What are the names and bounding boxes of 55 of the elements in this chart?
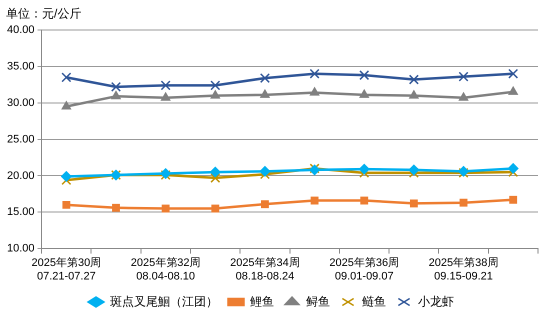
point (210, 166, 221, 178)
point (62, 101, 71, 110)
y-tick-label: 30.00 (6, 96, 35, 109)
y-tick-label: 25.00 (6, 133, 35, 146)
point (408, 74, 419, 85)
point (310, 87, 320, 96)
point (261, 200, 269, 208)
point (508, 68, 518, 79)
point (359, 70, 370, 80)
point (161, 92, 170, 101)
point (508, 163, 518, 174)
y-tick-label: 20.00 (6, 170, 35, 182)
y-tick-label: 15.00 (6, 206, 35, 218)
y-tick-label: 35.00 (6, 60, 35, 72)
point (260, 73, 270, 84)
point (409, 90, 419, 99)
point (310, 196, 319, 204)
y-axis-title: 单位：元/公斤 (6, 6, 82, 20)
legend-label: 鲤鱼 (250, 294, 274, 308)
point (61, 171, 72, 182)
point (160, 80, 171, 90)
point (210, 172, 220, 183)
legend-label: 鲟鱼 (306, 294, 330, 308)
point (210, 80, 220, 90)
y-tick-label: 10.00 (6, 242, 35, 255)
point (111, 91, 121, 100)
point (61, 72, 72, 82)
point (508, 86, 518, 95)
point (62, 200, 70, 209)
x-tick-label: 2025年第38周 09.15-09.21 (428, 257, 498, 282)
x-tick-label: 2025年第34周 08.18-08.24 (230, 257, 300, 282)
point (360, 90, 369, 98)
x-tick-label: 2025年第32周 08.04-08.10 (130, 257, 201, 282)
x-tick-label: 2025年第30周 07.21-07.27 (31, 257, 102, 282)
x-tick-label: 2025年第36周 09.01-09.07 (329, 257, 400, 282)
point (410, 199, 418, 208)
point (458, 72, 469, 82)
point (460, 198, 468, 207)
point (458, 92, 468, 101)
y-tick-label: 40.00 (6, 24, 35, 36)
legend-label: 斑点叉尾鮰（江团） (110, 294, 218, 308)
point (260, 90, 270, 98)
point (162, 204, 170, 212)
point (210, 90, 220, 99)
legend-label: 鲢鱼 (362, 294, 386, 308)
point (111, 82, 121, 92)
point (408, 164, 420, 176)
point (358, 164, 370, 174)
point (310, 68, 320, 79)
point (112, 204, 120, 212)
point (360, 196, 368, 204)
point (509, 196, 518, 204)
point (211, 204, 220, 212)
point (260, 166, 270, 177)
legend-label: 小龙虾 (418, 294, 454, 308)
